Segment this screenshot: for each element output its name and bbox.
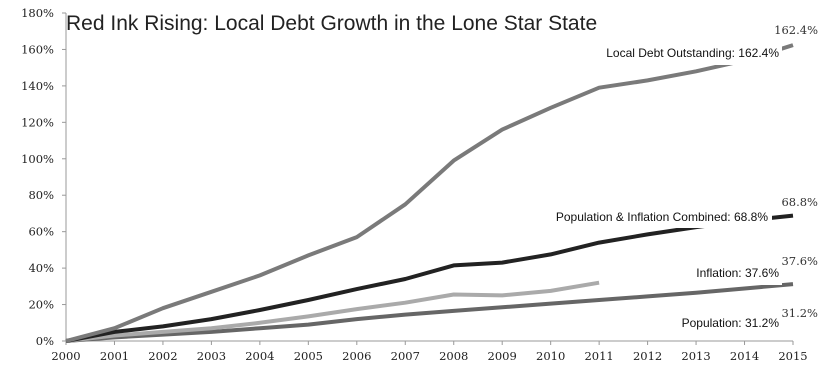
y-tick-label: 120% (21, 115, 54, 129)
y-tick-label: 140% (21, 79, 54, 93)
y-tick-label: 100% (21, 152, 54, 166)
axes: 0% 20% 40% 60% 80% 100% 120% 140% 160% 180% 2000 20… (21, 6, 808, 363)
callout-background (628, 263, 782, 285)
y-tick-label: 60% (28, 225, 54, 239)
series-line (65, 280, 600, 343)
x-tick-label: 2010 (536, 349, 565, 363)
x-tick-label: 2001 (100, 349, 129, 363)
x-tick-label: 2007 (391, 349, 420, 363)
series-callout-label: Population: 31.2% (682, 316, 780, 330)
callout-background (540, 43, 782, 65)
series-end-value: 162.4% (774, 23, 818, 37)
x-tick-label: 2008 (439, 349, 468, 363)
y-tick-label: 0% (36, 334, 54, 348)
y-tick-label: 160% (21, 42, 54, 56)
series-end-value: 68.8% (781, 195, 818, 209)
callout-background (534, 206, 772, 228)
series-line (65, 282, 794, 343)
y-tick-label: 80% (28, 188, 54, 202)
y-tick-label: 40% (28, 261, 54, 275)
x-tick-label: 2013 (681, 349, 710, 363)
series-end-value: 31.2% (781, 306, 818, 320)
series-lines (65, 43, 794, 343)
x-tick-label: 2005 (294, 349, 323, 363)
series-callout-label: Population & Inflation Combined: 68.8% (556, 210, 768, 224)
x-tick-label: 2014 (730, 349, 759, 363)
x-tick-label: 2003 (197, 349, 226, 363)
annotations: Local Debt Outstanding: 162.4% 162.4% Popu… (534, 23, 818, 335)
x-tick-label: 2009 (488, 349, 517, 363)
series-end-value: 37.6% (781, 254, 818, 268)
x-tick-label: 2000 (51, 349, 80, 363)
x-tick-label: 2006 (342, 349, 371, 363)
chart-title: Red Ink Rising: Local Debt Growth in the… (66, 12, 597, 35)
series-callout-label: Inflation: 37.6% (696, 266, 779, 280)
series-line (65, 43, 794, 343)
callout-background (660, 313, 782, 335)
x-tick-label: 2011 (584, 349, 613, 363)
y-tick-label: 20% (28, 298, 54, 312)
x-tick-label: 2015 (778, 349, 807, 363)
series-line (65, 213, 794, 343)
x-tick-label: 2004 (245, 349, 274, 363)
series-callout-label: Local Debt Outstanding: 162.4% (606, 46, 779, 60)
y-tick-label: 180% (21, 6, 54, 20)
x-tick-label: 2012 (633, 349, 662, 363)
x-tick-label: 2002 (148, 349, 177, 363)
